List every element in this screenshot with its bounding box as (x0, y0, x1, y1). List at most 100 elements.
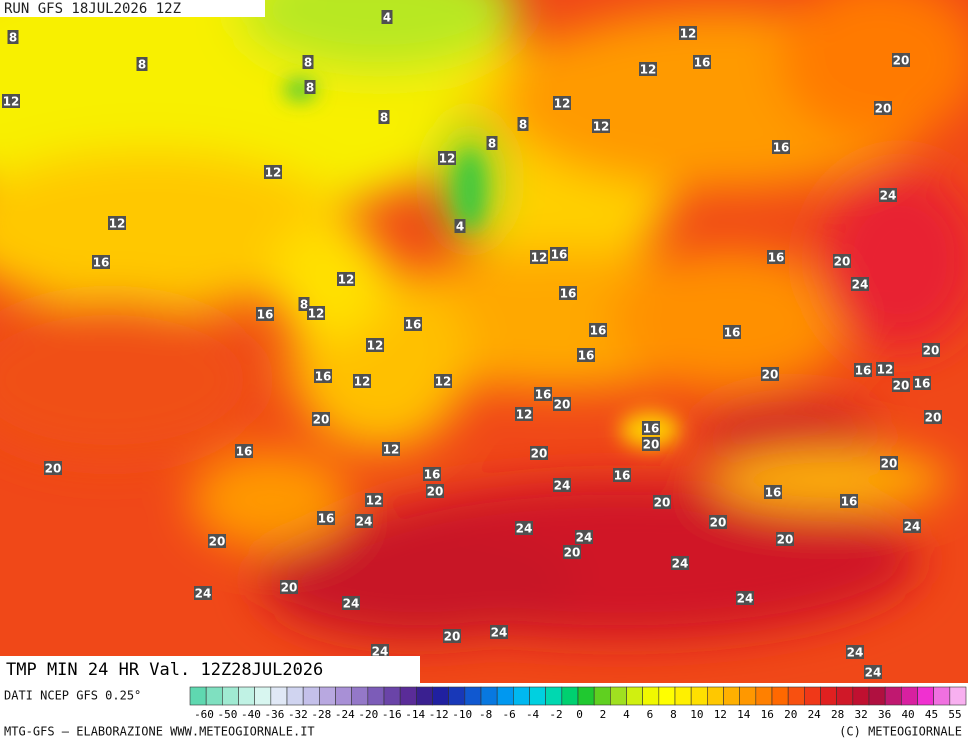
isotherm-label: 12 (265, 166, 282, 180)
isotherm-label: 24 (852, 278, 869, 292)
colorbar-tick-label: -4 (526, 708, 540, 721)
isotherm-label: 12 (109, 217, 126, 231)
label-box (454, 219, 466, 233)
label-box (434, 374, 452, 388)
label-box (371, 644, 389, 658)
label-box (575, 530, 593, 544)
isotherm-label: 16 (405, 318, 422, 332)
label-box (854, 363, 872, 377)
isotherm-label: 24 (195, 587, 212, 601)
color-swatch (464, 686, 482, 706)
label-box (426, 484, 444, 498)
isotherm-label: 12 (338, 273, 355, 287)
colorbar-tick-label: -28 (311, 708, 331, 721)
label-box (136, 57, 148, 71)
color-swatch (205, 686, 223, 706)
colorbar-tick-label: -2 (549, 708, 562, 721)
isotherm-label: 16 (643, 422, 660, 436)
color-swatch (610, 686, 627, 706)
isotherm-label: 12 (877, 363, 894, 377)
label-box (381, 10, 393, 24)
color-swatch (254, 686, 272, 706)
isotherm-label: 4 (456, 220, 464, 234)
label-box (589, 323, 607, 337)
color-swatch (787, 686, 805, 706)
colorbar-tick-label: 4 (623, 708, 630, 721)
label-box (736, 591, 754, 605)
isotherm-label: 20 (313, 413, 330, 427)
label-box (913, 376, 931, 390)
color-swatch (690, 686, 708, 706)
color-swatch (367, 686, 385, 706)
isotherm-label: 20 (427, 485, 444, 499)
colorbar-tick-label: -32 (288, 708, 308, 721)
isotherm-label: 20 (209, 535, 226, 549)
source-note: DATI NCEP GFS 0.25° (4, 689, 141, 703)
isotherm-label: 20 (834, 255, 851, 269)
label-box (365, 493, 383, 507)
isotherm-label: 8 (138, 58, 146, 72)
isotherm-label: 12 (531, 251, 548, 265)
label-box (671, 556, 689, 570)
label-box (761, 367, 779, 381)
color-swatch (917, 686, 934, 706)
label-box (515, 521, 533, 535)
isotherm-label: 20 (45, 462, 62, 476)
label-box (639, 62, 657, 76)
isotherm-label: 20 (564, 546, 581, 560)
label-box (864, 665, 882, 679)
isotherm-label: 16 (93, 256, 110, 270)
run-title: RUN GFS 18JUL2026 12Z (4, 1, 181, 17)
isotherm-label: 16 (424, 468, 441, 482)
color-swatch (820, 686, 837, 706)
colorbar-tick-label: 24 (808, 708, 822, 721)
label-box (723, 325, 741, 339)
label-box (772, 140, 790, 154)
color-swatch (286, 686, 304, 706)
isotherm-label: 16 (560, 287, 577, 301)
isotherm-label: 24 (847, 646, 864, 660)
color-swatch (222, 686, 239, 706)
label-box (903, 519, 921, 533)
isotherm-label: 20 (925, 411, 942, 425)
isotherm-label: 16 (236, 445, 253, 459)
label-box (378, 110, 390, 124)
isotherm-label: 8 (488, 137, 496, 151)
isotherm-label: 8 (306, 81, 314, 95)
label-box (879, 188, 897, 202)
color-swatch (868, 686, 886, 706)
colorbar-tick-label: 32 (855, 708, 868, 721)
colorbar-tick-label: -20 (358, 708, 378, 721)
color-swatch (707, 686, 724, 706)
isotherm-label: 16 (315, 370, 332, 384)
isotherm-label: 20 (643, 438, 660, 452)
isotherm-label: 16 (694, 56, 711, 70)
label-box (304, 80, 316, 94)
label-box (846, 645, 864, 659)
color-swatch (901, 686, 918, 706)
color-swatch (399, 686, 417, 706)
label-box (382, 442, 400, 456)
isotherm-label: 20 (762, 368, 779, 382)
color-swatch (189, 686, 207, 706)
color-swatch (933, 686, 951, 706)
label-box (764, 485, 782, 499)
colorbar-tick-label: -8 (479, 708, 492, 721)
color-swatch (626, 686, 643, 706)
label-box (833, 254, 851, 268)
label-box (353, 374, 371, 388)
label-box (559, 286, 577, 300)
color-swatch (561, 686, 579, 706)
isotherm-label: 12 (516, 408, 533, 422)
isotherm-label: 16 (535, 388, 552, 402)
colorbar-tick-label: 0 (576, 708, 583, 721)
colorbar: -60 -50 -40 -36 -32 -28 -24 -20 -16 -14 -12 -10 -8 -6… (189, 686, 967, 721)
color-swatch (884, 686, 902, 706)
isotherm-label: 8 (380, 111, 388, 125)
copyright: (C) METEOGIORNALE (839, 725, 962, 739)
color-swatch (448, 686, 466, 706)
color-swatch (755, 686, 773, 706)
color-swatch (270, 686, 288, 706)
isotherm-label: 20 (875, 102, 892, 116)
